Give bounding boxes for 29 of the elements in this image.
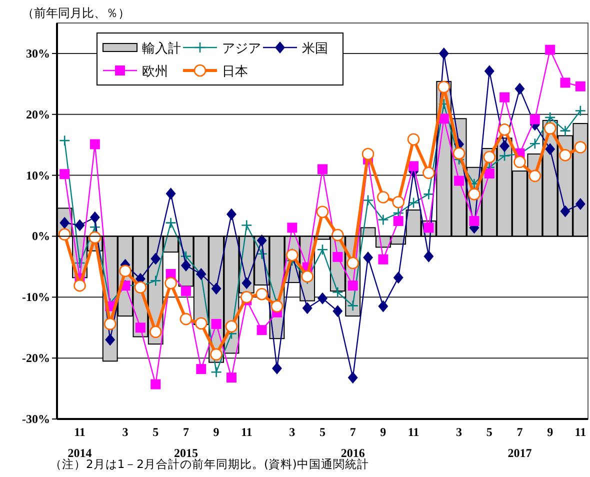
x-tick-label: 3	[289, 425, 296, 439]
y-tick-label: 0%	[32, 229, 50, 244]
y-tick-label: -10%	[22, 290, 50, 304]
x-tick-label: 9	[547, 425, 554, 439]
x-tick-label: 11 2014	[68, 425, 92, 460]
x-tick-label: 5	[152, 425, 159, 439]
x-tick-label: 9	[380, 425, 386, 439]
y-tick-label: -30%	[22, 412, 50, 426]
x-tick-label: 11	[240, 425, 252, 439]
legend-label: 日本	[222, 64, 248, 80]
legend-label: 欧州	[142, 64, 168, 80]
x-tick-label: 7 2017	[508, 425, 532, 460]
y-tick-label: 20%	[26, 107, 50, 122]
x-tick-label: 3	[456, 425, 462, 439]
x-tick-label: 9	[213, 425, 220, 439]
legend-label: 輸入計	[142, 42, 181, 56]
x-tick-label: 3	[122, 425, 128, 439]
y-tick-label: 10%	[26, 168, 50, 182]
text: （注）2月は1－2月合計の前年同期比。(資料)中国通関統計	[50, 457, 369, 471]
x-tick-label: 7 2015	[174, 425, 198, 460]
y-tick-label: 30%	[26, 46, 50, 60]
x-tick-label: 11	[408, 425, 420, 439]
legend-label: 米国	[302, 42, 328, 56]
x-tick-label: 5	[486, 425, 492, 439]
y-tick-label: -20%	[22, 351, 50, 366]
x-tick-label: 5	[320, 425, 326, 439]
x-tick-label: 11	[574, 425, 586, 439]
legend-label: アジア	[222, 42, 261, 56]
y-axis-title: （前年同月比、％）	[22, 6, 130, 20]
